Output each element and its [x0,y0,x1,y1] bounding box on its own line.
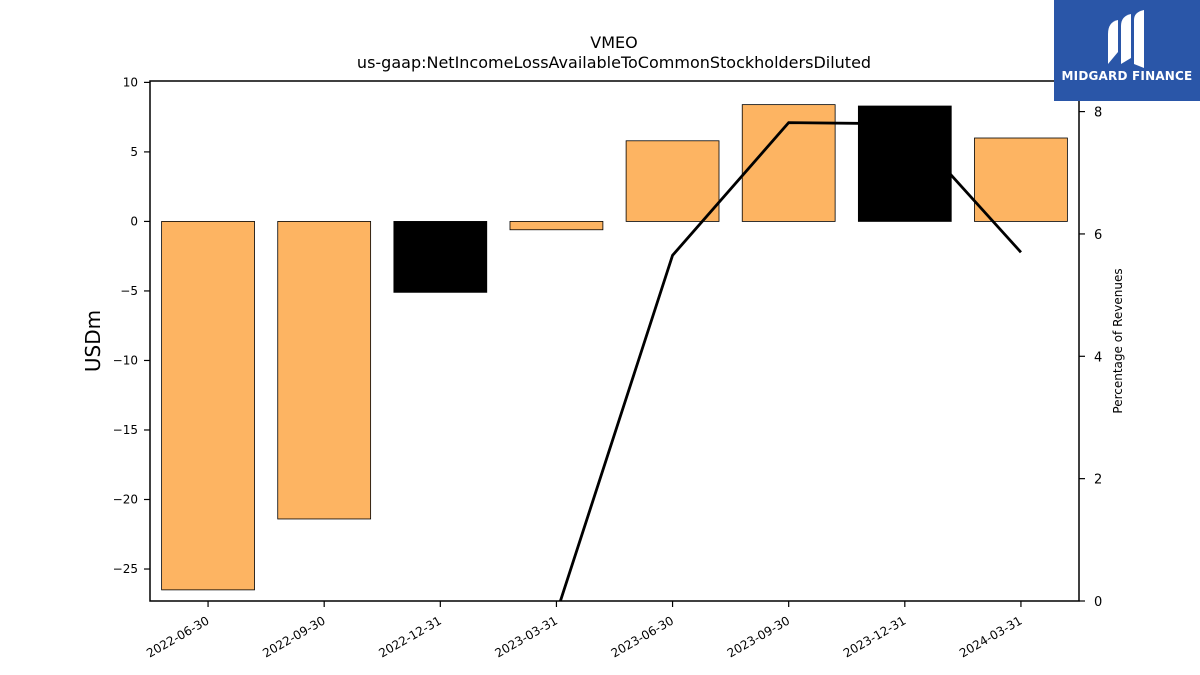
plot-frame [149,80,1080,602]
y2-tick-label: 0 [1094,595,1102,610]
y-tick-label: 5 [130,145,138,159]
bar-2022-12-31 [393,221,488,293]
line-layer [558,121,1022,601]
y2-tick-label: 4 [1094,350,1102,365]
chart-title: VMEO [590,33,637,52]
y-tick-label: −5 [120,284,138,298]
y-tick-label: −15 [113,423,138,437]
bar-2023-03-31 [509,221,604,231]
x-tick-label: 2022-09-30 [260,613,327,660]
logo-text: MIDGARD FINANCE [1061,69,1193,83]
x-tick-label: 2022-12-31 [376,613,443,660]
bars [161,104,1068,591]
midgard-finance-logo: MIDGARD FINANCE [1054,0,1200,101]
x-tick-label: 2023-03-31 [493,613,560,660]
line-series [558,121,1022,601]
y2-tick-label: 2 [1094,473,1102,488]
y-tick-label: 10 [123,75,138,89]
x-tick-label: 2023-12-31 [841,613,908,660]
x-tick-label: 2022-06-30 [144,613,211,660]
chart-subtitle: us-gaap:NetIncomeLossAvailableToCommonSt… [357,53,871,72]
y-tick-label: −25 [113,562,138,576]
bar-2022-06-30 [161,221,255,591]
y2-tick-label: 8 [1094,106,1102,121]
y2-tick-label: 6 [1094,228,1102,243]
x-axis: 2022-06-30 2022-09-30 2022-12-31 2023-03-31… [144,601,1024,660]
y2-axis-label: Percentage of Revenues [1111,268,1125,413]
y-tick-label: −10 [113,353,138,367]
y-axis-right: 0 2 4 6 8 [1079,106,1102,610]
logo-mark-icon [1108,10,1144,68]
x-tick-label: 2023-06-30 [609,613,676,660]
y-axis-left: 10 5 0 −5 −10 −15 −20 −25 [113,75,150,576]
bar-2024-03-31 [974,137,1068,222]
y-tick-label: −20 [113,493,138,507]
bar-2022-09-30 [277,221,372,520]
x-tick-label: 2023-09-30 [725,613,792,660]
y-axis-label: USDm [81,310,105,372]
bar-2023-06-30 [625,140,720,222]
x-tick-label: 2024-03-31 [957,613,1024,660]
y-tick-label: 0 [130,214,138,228]
